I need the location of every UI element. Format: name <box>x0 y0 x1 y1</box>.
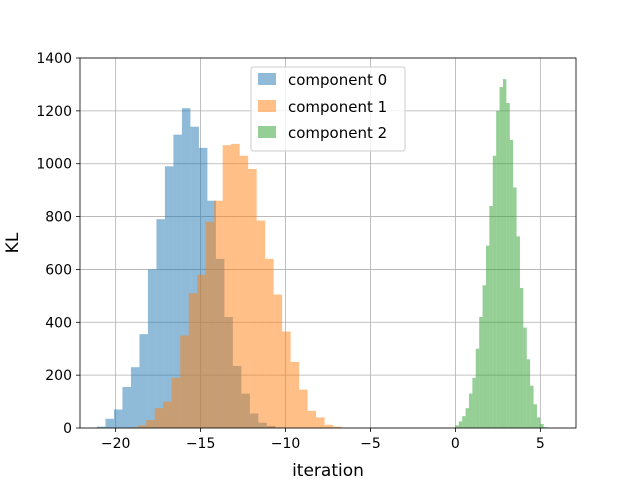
x-tick-label: −5 <box>360 436 381 452</box>
plot-frame <box>79 57 577 429</box>
bar-component-0 <box>139 334 148 428</box>
bar-component-2 <box>475 348 480 428</box>
bar-component-2 <box>526 359 531 428</box>
bar-component-1 <box>205 221 215 428</box>
bar-component-1 <box>137 425 147 428</box>
legend-swatch-component-1 <box>258 100 276 112</box>
bar-component-1 <box>324 424 334 428</box>
bar-component-0 <box>190 126 199 428</box>
bar-component-1 <box>282 331 291 428</box>
bar-component-1 <box>180 335 189 428</box>
bar-component-0 <box>105 418 114 428</box>
bar-component-0 <box>113 409 123 428</box>
bar-component-2 <box>506 102 510 428</box>
legend-swatch-component-0 <box>258 73 276 85</box>
bar-component-2 <box>485 245 490 428</box>
bar-component-1 <box>299 389 308 428</box>
y-axis-label: KL <box>3 232 23 253</box>
axis-ticks: −20 −15 −10 −5 0 5 0 200 400 600 800 1000 1200 1400 <box>36 51 544 452</box>
y-tick-label: 200 <box>45 368 72 384</box>
bar-component-2 <box>458 421 463 428</box>
bar-component-2 <box>465 408 469 428</box>
bar-component-1 <box>154 408 164 428</box>
bar-component-1 <box>273 294 283 428</box>
bar-component-0 <box>156 219 165 428</box>
bar-component-1 <box>248 169 257 428</box>
legend-box <box>250 66 406 152</box>
bar-component-0 <box>173 134 182 428</box>
legend-label-component-1: component 1 <box>288 98 387 116</box>
y-tick-label: 1200 <box>36 104 72 120</box>
bar-component-2 <box>530 385 534 428</box>
bar-component-1 <box>239 155 249 429</box>
bar-component-1 <box>256 220 266 428</box>
histogram-bars <box>96 79 548 429</box>
bar-component-0 <box>147 269 157 428</box>
bar-component-1 <box>171 377 181 428</box>
y-tick-label: 1000 <box>36 157 72 173</box>
bar-component-0 <box>164 166 174 428</box>
bar-component-2 <box>455 425 459 428</box>
y-tick-label: 1400 <box>36 51 72 67</box>
bar-component-0 <box>122 387 131 428</box>
bar-component-2 <box>479 317 483 428</box>
bar-component-1 <box>146 420 155 428</box>
bar-component-0 <box>130 367 140 428</box>
bar-component-1 <box>333 426 342 428</box>
bar-component-2 <box>472 377 476 428</box>
bar-component-1 <box>290 361 300 428</box>
legend-swatch-component-2 <box>258 126 276 138</box>
legend-label-component-2: component 2 <box>288 124 387 142</box>
x-tick-label: −10 <box>271 436 301 452</box>
bar-component-1 <box>188 293 198 428</box>
bar-component-2 <box>462 416 466 428</box>
bar-component-1 <box>163 401 172 428</box>
bar-component-1 <box>307 410 317 428</box>
bar-component-2 <box>519 287 524 428</box>
bar-component-2 <box>482 285 486 428</box>
bar-component-1 <box>231 143 240 428</box>
x-tick-label: −15 <box>186 436 216 452</box>
bar-component-2 <box>492 155 497 429</box>
y-tick-label: 800 <box>45 210 72 226</box>
y-tick-label: 400 <box>45 315 72 331</box>
legend: component 0 component 1 component 2 <box>250 66 406 152</box>
bar-component-2 <box>540 424 544 428</box>
y-tick-label: 0 <box>63 421 72 437</box>
bar-component-2 <box>496 110 500 428</box>
bar-component-2 <box>509 139 514 428</box>
y-tick-label: 600 <box>45 262 72 278</box>
bar-component-0 <box>181 108 191 428</box>
x-tick-label: −20 <box>101 436 131 452</box>
bar-component-2 <box>516 236 520 428</box>
bar-component-2 <box>513 187 517 428</box>
bar-component-1 <box>197 274 206 428</box>
bar-component-2 <box>499 87 503 429</box>
bar-component-2 <box>468 393 473 428</box>
bar-component-1 <box>214 200 223 428</box>
bar-component-2 <box>502 79 507 429</box>
x-tick-label: 0 <box>451 436 460 452</box>
legend-label-component-0: component 0 <box>288 71 387 89</box>
bar-component-1 <box>222 145 232 428</box>
bar-component-2 <box>523 327 527 428</box>
bar-component-0 <box>96 426 106 428</box>
bar-component-2 <box>536 417 541 428</box>
x-tick-label: 5 <box>536 436 545 452</box>
bar-component-1 <box>265 258 274 428</box>
bar-component-2 <box>533 404 537 428</box>
bar-component-1 <box>316 417 325 428</box>
x-axis-label: iteration <box>292 461 364 480</box>
bar-component-2 <box>489 206 493 428</box>
